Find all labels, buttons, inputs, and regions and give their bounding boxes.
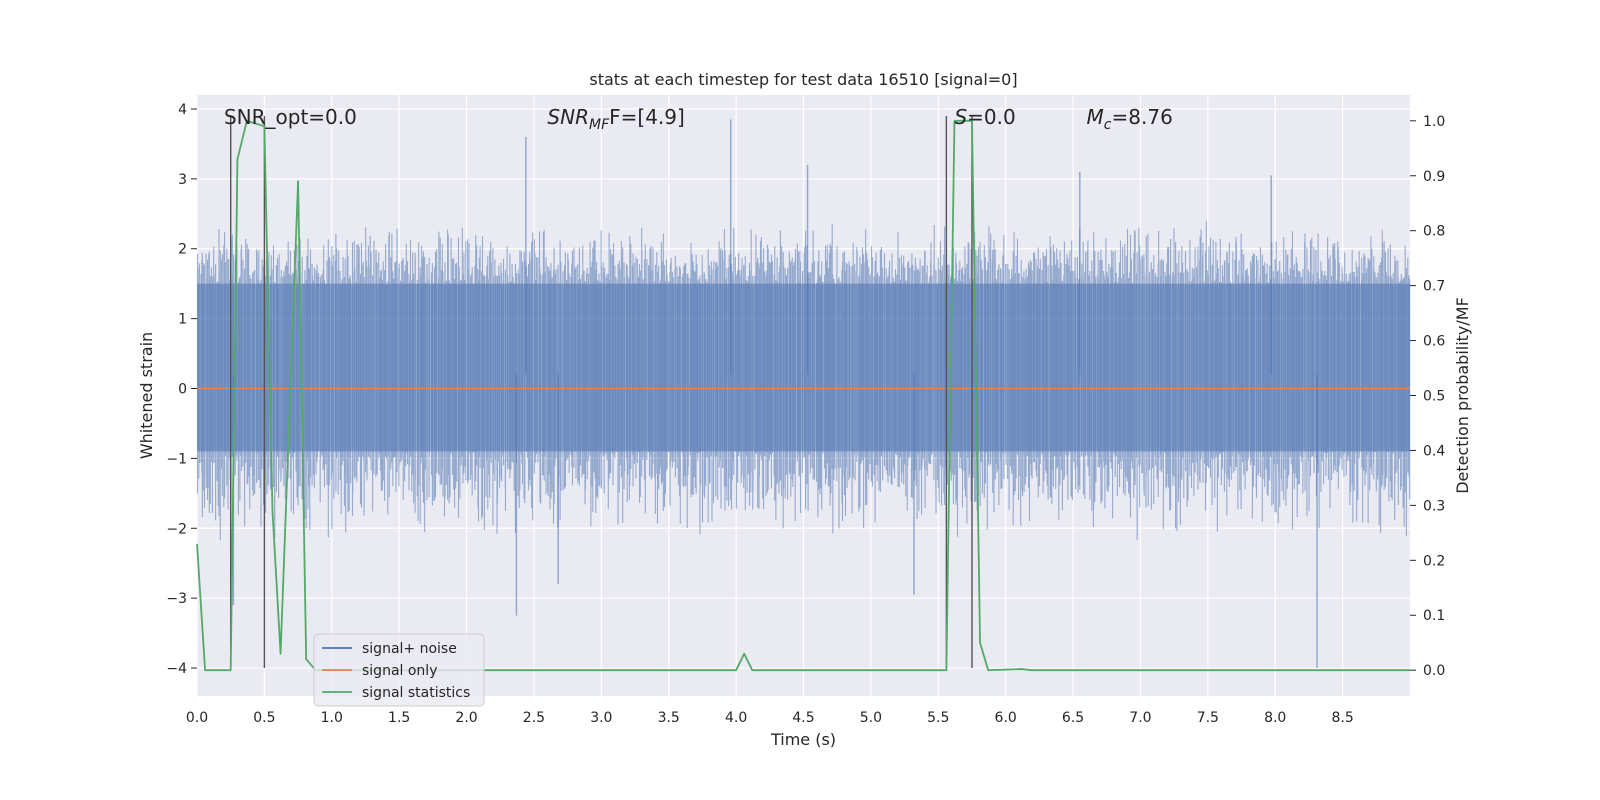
legend: signal+ noise signal only signal statistic… (313, 633, 485, 707)
y2-tick-label: 0.7 (1423, 279, 1445, 295)
x-axis-label: Time (s) (770, 730, 836, 749)
annotation-text: Mc=8.76 (1087, 105, 1173, 133)
noise-trace (196, 221, 1411, 540)
legend-box (313, 633, 485, 707)
y2-tick-label: 0.0 (1423, 663, 1445, 679)
x-tick-label: 2.5 (523, 710, 545, 726)
x-tick-label: 1.0 (321, 710, 343, 726)
signal-statistics-line (196, 119, 1410, 672)
y2-tick-label: 0.1 (1423, 608, 1445, 624)
y-axis-ticks: −4 −3 −2 −1 0 1 2 3 4 (166, 102, 197, 677)
y-tick-label: 0 (178, 382, 187, 398)
x-tick-label: 8.5 (1331, 710, 1353, 726)
y2-tick-label: 1.0 (1423, 114, 1445, 130)
x-tick-label: 6.5 (1062, 710, 1084, 726)
chart-title: stats at each timestep for test data 165… (589, 70, 1017, 89)
annotations: SNR_opt=0.0 SNRMFF=[4.9] S=0.0 Mc=8.76 (224, 105, 1173, 133)
y2-axis-label: Detection probability/MF (1453, 297, 1472, 494)
x-tick-label: 5.5 (927, 710, 949, 726)
x-tick-label: 4.5 (792, 710, 814, 726)
x-tick-label: 0.5 (253, 710, 275, 726)
x-tick-label: 3.0 (590, 710, 612, 726)
y2-axis-ticks: 0.0 0.1 0.2 0.3 0.4 0.5 0.6 0.7 0.8 0.9 1.0 (1410, 114, 1445, 679)
y2-tick-label: 0.9 (1423, 169, 1445, 185)
y2-tick-label: 0.5 (1423, 389, 1445, 405)
annotation-text: S=0.0 (954, 105, 1015, 129)
y-tick-label: −3 (166, 591, 187, 607)
x-tick-label: 4.0 (725, 710, 747, 726)
series-signal-statistics (196, 119, 1410, 672)
x-tick-label: 2.0 (455, 710, 477, 726)
x-axis-ticks: 0.0 0.5 1.0 1.5 2.0 2.5 3.0 3.5 4.0 4.5 5.0 5.5 6.0 6… (186, 710, 1354, 726)
legend-label: signal only (362, 663, 437, 679)
y-tick-label: 4 (178, 102, 187, 118)
y2-tick-label: 0.4 (1423, 443, 1445, 459)
y-tick-label: −1 (166, 451, 187, 467)
y-tick-label: 3 (178, 172, 187, 188)
y-axis-label: Whitened strain (137, 332, 156, 459)
annotation-text: SNRMFF=[4.9] (547, 105, 684, 133)
annotation-text: SNR_opt=0.0 (224, 105, 357, 129)
y-tick-label: 2 (178, 242, 187, 258)
y-tick-label: −2 (166, 521, 187, 537)
y2-tick-label: 0.6 (1423, 334, 1445, 350)
x-tick-label: 7.0 (1129, 710, 1151, 726)
x-tick-label: 5.0 (860, 710, 882, 726)
x-tick-label: 1.5 (388, 710, 410, 726)
series-signal-noise (196, 119, 1411, 669)
y-tick-label: 1 (178, 312, 187, 328)
y2-tick-label: 0.8 (1423, 224, 1445, 240)
x-tick-label: 3.5 (658, 710, 680, 726)
event-markers (229, 115, 973, 669)
x-tick-label: 7.5 (1197, 710, 1219, 726)
y2-tick-label: 0.2 (1423, 553, 1445, 569)
y-tick-label: −4 (166, 661, 187, 677)
x-tick-label: 6.0 (995, 710, 1017, 726)
legend-label: signal statistics (362, 685, 470, 701)
y2-tick-label: 0.3 (1423, 498, 1445, 514)
x-tick-label: 8.0 (1264, 710, 1286, 726)
x-tick-label: 0.0 (186, 710, 208, 726)
legend-label: signal+ noise (362, 641, 457, 657)
